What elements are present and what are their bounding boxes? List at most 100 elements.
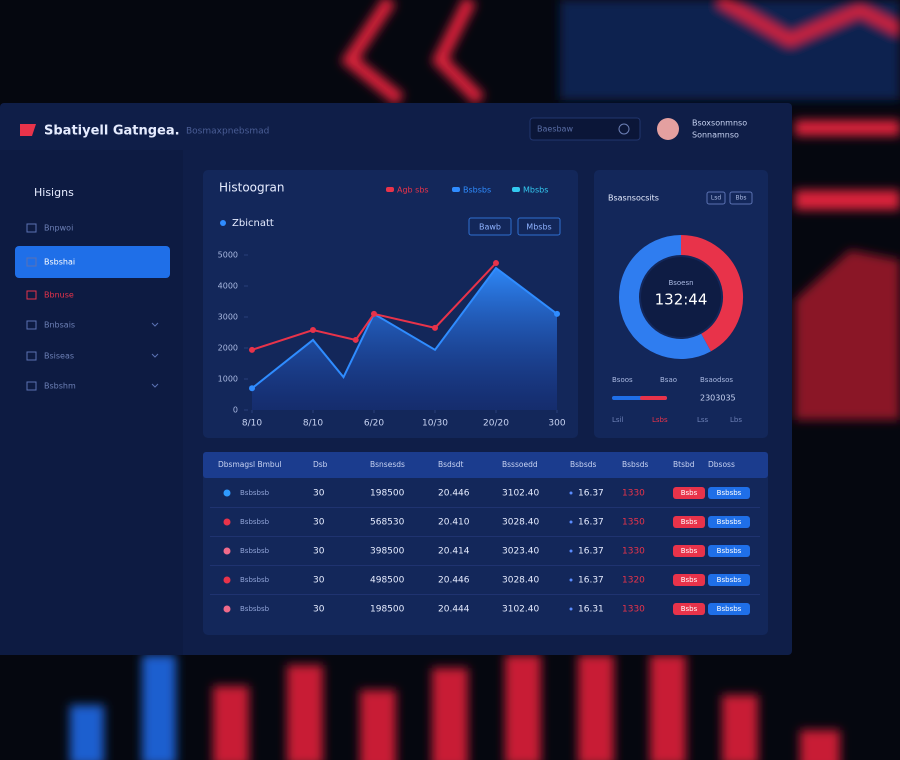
sidebar-item[interactable]: Bsiseas	[44, 352, 74, 361]
chevron	[151, 383, 159, 388]
status-pill-label: Bsbs	[681, 489, 698, 497]
cell-bullet	[569, 578, 573, 582]
user-role: Sonnamnso	[692, 131, 739, 140]
background	[70, 0, 900, 760]
donut-legend: Bsao	[660, 376, 677, 384]
point	[371, 310, 377, 317]
table-cell: 16.31	[578, 605, 604, 615]
area	[252, 268, 557, 410]
status-pill-label: Bsbs	[681, 518, 698, 526]
table-cell: 30	[313, 576, 325, 586]
item-icon	[26, 351, 37, 361]
sidebar-item[interactable]: Bbnuse	[44, 291, 74, 300]
line	[251, 262, 497, 351]
donut-button[interactable]	[729, 191, 753, 205]
table-cell: 20.446	[438, 489, 470, 499]
table-cell: Bsbsbsb	[240, 518, 270, 526]
progress-fill	[640, 396, 667, 400]
status-pill[interactable]	[708, 545, 750, 557]
table-header-cell: Dbsoss	[708, 460, 735, 469]
active-item-bg	[15, 246, 170, 278]
chart-button-label: Mbsbs	[526, 223, 551, 232]
table-cell: 1330	[622, 547, 645, 557]
status-pill[interactable]	[673, 516, 705, 528]
legend-swatch	[386, 187, 394, 192]
status-pill[interactable]	[673, 603, 705, 615]
donut-segment	[680, 235, 743, 352]
sidebar-item[interactable]: Bsbshai	[44, 258, 75, 267]
brand: Sbatiyell Gatngea.	[44, 124, 180, 139]
donut-legend: Bsaodsos	[700, 376, 733, 384]
row-dot	[223, 547, 231, 555]
chevron	[151, 322, 159, 327]
donut-footer: Lsbs	[652, 416, 668, 424]
status-pill[interactable]	[708, 487, 750, 499]
legend-label: Bsbsbs	[463, 186, 491, 195]
table-cell: 3102.40	[502, 605, 539, 615]
donut-total: 2303035	[700, 394, 736, 403]
point	[310, 327, 316, 334]
sidebar-item[interactable]: Bnpwoi	[44, 224, 73, 233]
table-header-cell: Bsbsds	[622, 460, 648, 469]
search-box[interactable]	[529, 117, 641, 141]
point	[352, 336, 359, 343]
table-header-cell: Dbsmagsl Bmbul	[218, 460, 282, 469]
logo	[20, 124, 36, 136]
status-pill[interactable]	[708, 574, 750, 586]
donut-footer: Lsil	[612, 416, 623, 424]
y-tick-label: 0	[233, 406, 238, 415]
status-pill-label: Bsbsbs	[717, 547, 742, 555]
table-cell: Bsbsbsb	[240, 576, 270, 584]
status-pill-label: Bsbsbs	[717, 605, 742, 613]
avatar[interactable]	[657, 118, 679, 140]
row-dot	[223, 489, 231, 497]
table-cell: 20.410	[438, 518, 470, 528]
status-pill-label: Bsbs	[681, 547, 698, 555]
table-cell: 20.414	[438, 547, 470, 557]
x-tick-label: 20/20	[483, 419, 509, 429]
table-cell: 16.37	[578, 576, 604, 586]
table-header	[203, 452, 768, 478]
sidebar-items: Bnpwoi Bsbshai Bbnuse Bnbsais Bsiseas Bsbshm	[15, 223, 170, 391]
status-pill[interactable]	[673, 487, 705, 499]
table-cell: 3102.40	[502, 489, 539, 499]
chart-button[interactable]	[517, 217, 561, 236]
chart-button[interactable]	[468, 217, 512, 236]
x-tick-label: 8/10	[303, 419, 323, 429]
status-pill[interactable]	[673, 574, 705, 586]
donut-segment	[619, 235, 711, 359]
sidebar-item[interactable]: Bnbsais	[44, 321, 75, 330]
table-header-cell: Bsdsdt	[438, 460, 463, 469]
chart-subtitle: Zbicnatt	[232, 218, 274, 229]
y-tick-label: 1000	[218, 375, 238, 384]
donut-button-label: Lsd	[711, 195, 721, 202]
table-cell: 30	[313, 518, 325, 528]
status-pill[interactable]	[708, 603, 750, 615]
table-card	[203, 452, 768, 635]
search-placeholder: Baesbaw	[537, 125, 573, 134]
status-pill[interactable]	[673, 545, 705, 557]
status-pill[interactable]	[708, 516, 750, 528]
cell-bullet	[569, 549, 573, 553]
row-dot	[223, 518, 231, 526]
content: 0 1000 2000 3000 4000 5000 8/10 8/10 6/20 10/30 20…	[210, 186, 760, 615]
cell-bullet	[569, 607, 573, 611]
table-cell: 498500	[370, 576, 405, 586]
table-cell: 30	[313, 605, 325, 615]
sidebar-item[interactable]: Bsbshm	[44, 382, 76, 391]
donut-button[interactable]	[706, 191, 726, 205]
status-pill-label: Bsbsbs	[717, 489, 742, 497]
point	[249, 346, 255, 353]
x-tick-label: 300	[548, 419, 565, 429]
table-cell: Bsbsbsb	[240, 547, 270, 555]
cell-bullet	[569, 491, 573, 495]
table-header-cell: Bsssoedd	[502, 460, 538, 469]
table-cell: 568530	[370, 518, 405, 528]
table-cell: 198500	[370, 489, 405, 499]
status-pill-label: Bsbsbs	[717, 576, 742, 584]
item-icon	[26, 290, 37, 300]
x-tick-label: 10/30	[422, 419, 448, 429]
legend-label: Agb sbs	[397, 186, 429, 195]
y-tick-label: 2000	[218, 344, 238, 353]
